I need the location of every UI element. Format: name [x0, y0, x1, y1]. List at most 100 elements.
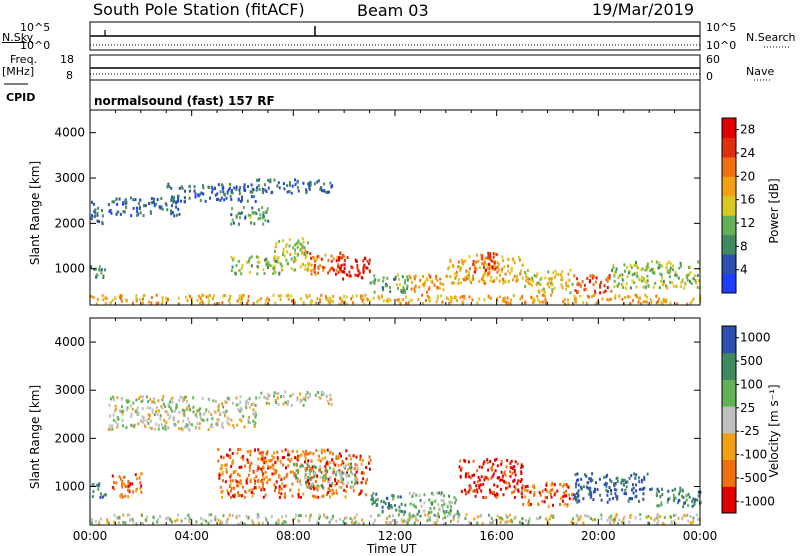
power-cell — [591, 295, 594, 299]
vel-cell — [359, 492, 362, 496]
power-cell — [380, 294, 383, 298]
vel-cell — [505, 465, 508, 469]
power-cell — [573, 274, 576, 278]
vel-cell — [392, 497, 395, 501]
power-cell — [258, 187, 261, 191]
vel-cell — [544, 496, 547, 499]
vel-cell — [498, 476, 501, 479]
vel-cell — [121, 405, 123, 409]
vel-cell — [345, 457, 348, 461]
vel-cell — [216, 423, 219, 427]
vel-cell — [211, 417, 214, 421]
power-cell — [361, 276, 364, 280]
vel-cell — [312, 469, 315, 473]
power-cell — [646, 295, 648, 299]
vel-cell — [225, 470, 228, 474]
vel-cell — [92, 490, 95, 494]
vel-cell — [589, 477, 592, 481]
power-cell — [478, 280, 481, 284]
vel-cell — [655, 516, 658, 520]
power-cell — [602, 290, 605, 294]
vel-cell — [218, 403, 220, 407]
vel-cell — [247, 516, 250, 520]
vel-cell — [345, 516, 348, 520]
power-cell — [239, 185, 242, 189]
power-cell — [340, 297, 343, 301]
vel-cell — [473, 517, 476, 521]
vel-cell — [356, 463, 359, 467]
power-cell — [660, 300, 663, 304]
vel-cell — [397, 495, 400, 499]
vel-cell — [162, 426, 165, 430]
vel-cell — [318, 517, 320, 521]
power-cell — [114, 297, 117, 301]
vel-cell — [157, 517, 160, 521]
power-cell — [544, 276, 547, 280]
vel-cell — [262, 482, 264, 486]
vel-cell — [683, 514, 686, 517]
vel-cell — [291, 392, 294, 396]
vel-cell — [294, 456, 297, 460]
vel-cell — [402, 513, 405, 517]
power-cell — [346, 302, 349, 306]
vel-cell — [324, 473, 327, 477]
power-cell — [220, 196, 223, 200]
vel-cell — [148, 414, 151, 417]
power-cell — [199, 302, 202, 305]
power-cell — [364, 257, 367, 261]
power-cell — [283, 254, 286, 258]
vel-cell — [171, 400, 174, 404]
vel-cell — [213, 409, 216, 413]
vel-cell — [687, 504, 689, 508]
vel-cell — [254, 410, 257, 414]
power-cell — [439, 277, 442, 281]
power-cell — [94, 208, 97, 212]
vel-cell — [576, 491, 579, 495]
power-cell — [483, 298, 486, 302]
vel-cell — [140, 484, 143, 488]
power-cell — [629, 302, 632, 306]
power-cell — [482, 263, 485, 267]
vel-cell — [117, 516, 120, 520]
power-cell — [231, 218, 234, 222]
power-cell — [599, 283, 601, 287]
vel-cell — [315, 495, 318, 499]
vel-cell — [248, 488, 251, 492]
vel-cell — [331, 517, 334, 520]
vel-cell — [341, 459, 344, 463]
vel-cell — [320, 451, 323, 455]
vel-cell — [529, 490, 532, 494]
power-cell — [237, 269, 240, 273]
power-cell — [233, 186, 236, 190]
power-cell — [582, 301, 585, 305]
vel-cell — [232, 424, 235, 428]
power-cell — [305, 188, 308, 192]
nave-label: Nave — [746, 65, 775, 78]
vel-cell — [226, 520, 228, 524]
vel-cell — [468, 475, 471, 479]
power-cell — [637, 266, 640, 270]
power-cell — [221, 301, 224, 305]
vel-cell — [576, 500, 579, 504]
power-cell — [423, 284, 425, 288]
vel-cell — [211, 425, 214, 429]
power-cell — [274, 249, 276, 253]
vel-cell — [520, 478, 523, 481]
power-cell — [308, 294, 311, 298]
power-cell — [633, 281, 636, 285]
vel-cell — [240, 465, 243, 469]
power-cell — [170, 204, 173, 208]
vel-cell — [311, 482, 314, 486]
vel-cell — [228, 397, 230, 401]
vel-cell — [541, 500, 544, 503]
vel-cell — [404, 503, 407, 507]
vel-cell — [132, 490, 135, 494]
power-cell — [176, 194, 179, 198]
vel-cell — [108, 403, 111, 407]
power-cell — [310, 256, 312, 260]
vel-cell — [187, 404, 190, 408]
vel-cell — [186, 405, 189, 409]
vel-cell — [539, 493, 542, 497]
vel-cell — [591, 518, 594, 522]
power-cell — [267, 302, 270, 306]
